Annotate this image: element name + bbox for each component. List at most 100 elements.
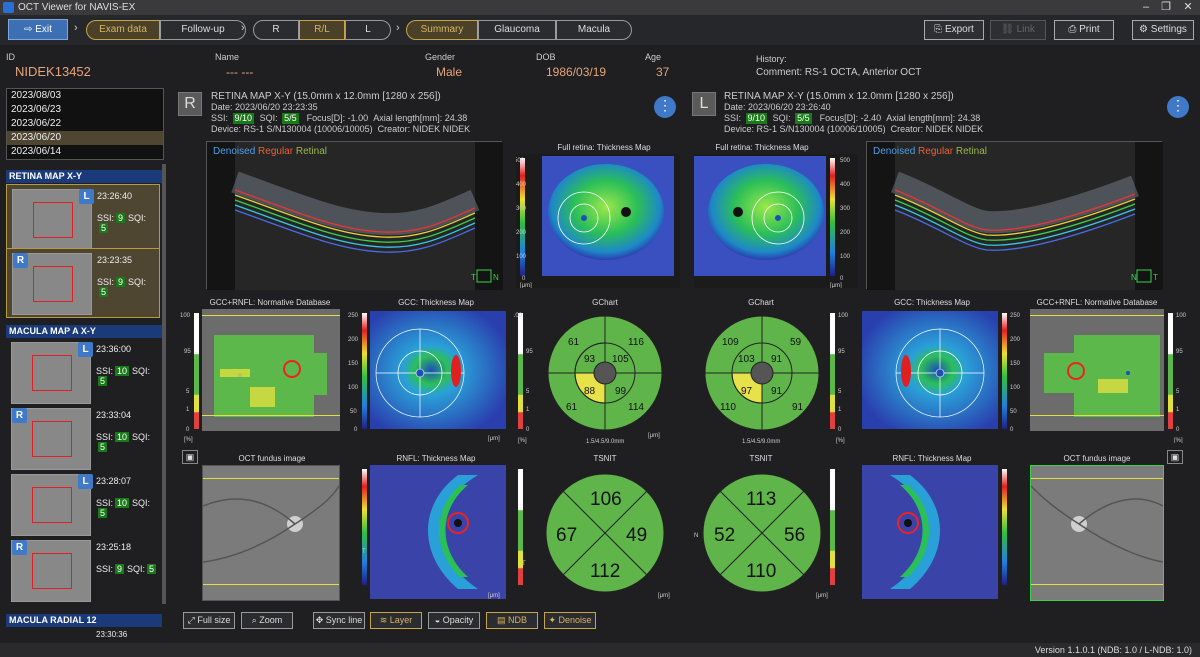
right-gcc-norm-map[interactable]: 100 95 5 1 0 [%] <box>180 309 342 443</box>
gchart-sector-value: 91 <box>771 386 783 397</box>
eye-badge: L <box>78 474 93 489</box>
left-bscan-drawing: N T <box>867 142 1163 290</box>
tab-glaucoma[interactable]: Glaucoma <box>478 20 556 40</box>
tab-left-eye[interactable]: L <box>345 20 391 40</box>
date-item-selected[interactable]: 2023/06/20 <box>7 131 163 145</box>
opacity-icon: ◒ <box>434 615 443 625</box>
scale-unit: [μm] <box>830 283 842 288</box>
date-item[interactable]: 2023/06/22 <box>11 118 62 129</box>
scan-thumbnail-row[interactable]: L 23:28:07 SSI: 10 SQI:5 <box>6 470 160 540</box>
left-rnfl-drawing <box>862 465 1007 599</box>
scan-thumbnail-row[interactable]: R 23:33:04 SSI: 10 SQI:5 <box>6 404 160 474</box>
sync-line-button[interactable]: ✥ Sync line <box>313 612 365 629</box>
scan-thumbnail-row[interactable]: R 23:23:35 SSI: 9 SQI:5 <box>6 248 160 318</box>
gchart-sector-value: 114 <box>628 402 644 413</box>
minimize-icon[interactable]: – <box>1142 1 1150 13</box>
tsnit-sector-value: 110 <box>746 561 776 582</box>
settings-button[interactable]: ⚙ Settings <box>1132 20 1194 40</box>
svg-text:N: N <box>694 533 698 539</box>
gchart-sector-value: 99 <box>615 386 627 397</box>
left-rnfl-title: RNFL: Thickness Map <box>892 454 972 463</box>
left-gchart[interactable]: 109 59 103 91 97 91 110 91 100 95 5 1 0 … <box>690 309 854 447</box>
scale-tick: 1 <box>526 407 530 413</box>
tsnit-sector-value: 106 <box>590 489 622 510</box>
left-eye-menu-button[interactable]: ⋮ <box>1167 96 1189 118</box>
full-size-button[interactable]: ⤢ Full size <box>183 612 235 629</box>
patient-id: NIDEK13452 <box>15 64 91 79</box>
eye-badge: R <box>13 253 28 268</box>
left-full-thickness-map[interactable]: 500 400 300 200 100 0 [μm] <box>694 154 858 289</box>
scan-thumbnail-row[interactable]: R 23:25:18 SSI: 9 SQI: 5 <box>6 536 160 606</box>
scale-tick: 95 <box>526 349 533 355</box>
eye-badge: L <box>78 342 93 357</box>
left-gcc-norm-map[interactable]: 100 95 5 1 0 [%] <box>1028 309 1194 444</box>
image-icon: ▣ <box>185 452 195 462</box>
tab-follow-up[interactable]: Follow-up <box>160 20 246 40</box>
scale-tick: 5 <box>838 389 842 395</box>
tsnit-sector-value: 113 <box>746 489 776 510</box>
tab-both-eyes[interactable]: R/L <box>299 20 345 40</box>
patient-info-bar: ID NIDEK13452 Name --- --- Gender Male D… <box>0 45 1200 87</box>
left-bscan-image[interactable]: N T Denoised Regular Retinal <box>866 141 1163 290</box>
tab-right-eye[interactable]: R <box>253 20 299 40</box>
scale-tick: 400 <box>516 182 527 188</box>
scale-tick: 100 <box>1010 385 1021 391</box>
bscan-legend: Denoised Regular Retinal <box>213 146 327 157</box>
left-image-toggle-button[interactable]: ▣ <box>1167 450 1183 464</box>
right-full-thickness-title: Full retina: Thickness Map <box>557 143 651 152</box>
right-tsnit-chart[interactable]: T 106 67 49 112 [μm] <box>514 465 680 601</box>
right-eye-menu-button[interactable]: ⋮ <box>654 96 676 118</box>
right-fundus-image[interactable] <box>202 465 340 601</box>
close-icon[interactable]: ✕ <box>1183 1 1193 13</box>
date-item[interactable]: 2023/08/03 <box>11 90 62 101</box>
scale-tick: 0 <box>840 276 844 282</box>
svg-text:T: T <box>471 273 476 282</box>
date-item[interactable]: 2023/06/23 <box>11 104 62 115</box>
ndb-button[interactable]: ▤ NDB <box>486 612 538 629</box>
right-gcc-thickness-map[interactable]: 250 200 150 100 50 0 [μm] <box>348 309 508 443</box>
svg-text:N: N <box>493 273 499 282</box>
opacity-button[interactable]: ◒ Opacity <box>428 612 480 629</box>
right-rnfl-title: RNFL: Thickness Map <box>396 454 476 463</box>
denoise-button[interactable]: ✦ Denoise <box>544 612 596 629</box>
left-fundus-image[interactable] <box>1030 465 1164 601</box>
right-tsnit-title: TSNIT <box>593 454 617 463</box>
export-button[interactable]: ⎘ Export <box>924 20 984 40</box>
scale-tick: 300 <box>516 206 527 212</box>
tab-macula[interactable]: Macula <box>556 20 632 40</box>
print-button[interactable]: ⎙ Print <box>1054 20 1114 40</box>
scan-time: 23:23:35 <box>97 255 133 265</box>
tab-exam-data[interactable]: Exam data <box>86 20 160 40</box>
svg-text:1.5/4.5/9.0mm: 1.5/4.5/9.0mm <box>586 439 624 445</box>
right-image-toggle-button[interactable]: ▣ <box>182 450 198 464</box>
svg-text:[μm]: [μm] <box>658 593 670 599</box>
right-rnfl-thickness-map[interactable]: T [μm] <box>348 465 508 601</box>
date-item[interactable]: 2023/06/14 <box>11 146 62 157</box>
scan-thumbnail-row[interactable]: L 23:36:00 SSI: 10 SQI:5 <box>6 338 160 408</box>
scale-tick: 0 <box>186 427 190 433</box>
right-gchart[interactable]: 100 95 5 1 0 [%] 61 116 93 105 88 99 61 … <box>512 309 680 447</box>
left-gchart-title: GChart <box>748 298 774 307</box>
tab-summary[interactable]: Summary <box>406 20 478 40</box>
left-rnfl-thickness-map[interactable] <box>860 465 1024 601</box>
right-bscan-image[interactable]: T N Denoised Regular Retinal <box>206 141 503 290</box>
sidebar-scrollbar[interactable] <box>162 164 166 604</box>
zoom-button[interactable]: ⌕ Zoom <box>241 612 293 629</box>
left-gcc-norm-drawing: 100 95 5 1 0 [%] <box>1030 309 1187 444</box>
scale-tick: 500 <box>516 158 525 164</box>
left-tsnit-title: TSNIT <box>749 454 773 463</box>
left-eye-indicator: L <box>692 92 716 116</box>
gchart-sector-value: 91 <box>771 354 783 365</box>
section-macula-map: MACULA MAP A X-Y <box>6 325 162 338</box>
exit-button[interactable]: ⇨ Exit <box>8 19 68 40</box>
left-tsnit-chart[interactable]: 113 52 56 110 N [μm] <box>690 465 854 601</box>
layer-button[interactable]: ≋ Layer <box>370 612 422 629</box>
left-gcc-thickness-title: GCC: Thickness Map <box>894 298 970 307</box>
left-fundus-drawing <box>1030 466 1164 600</box>
maximize-icon[interactable]: ❐ <box>1161 1 1171 13</box>
scale-tick: 150 <box>348 361 359 367</box>
left-gcc-thickness-map[interactable]: 250 200 150 100 50 0 <box>860 309 1024 443</box>
right-full-thickness-map[interactable]: 500 400 300 200 100 0 [μm] <box>514 154 680 289</box>
link-button[interactable]: ⛓ Link <box>990 20 1046 40</box>
scan-thumbnail-row[interactable]: L 23:26:40 SSI: 9 SQI:5 <box>6 184 160 254</box>
